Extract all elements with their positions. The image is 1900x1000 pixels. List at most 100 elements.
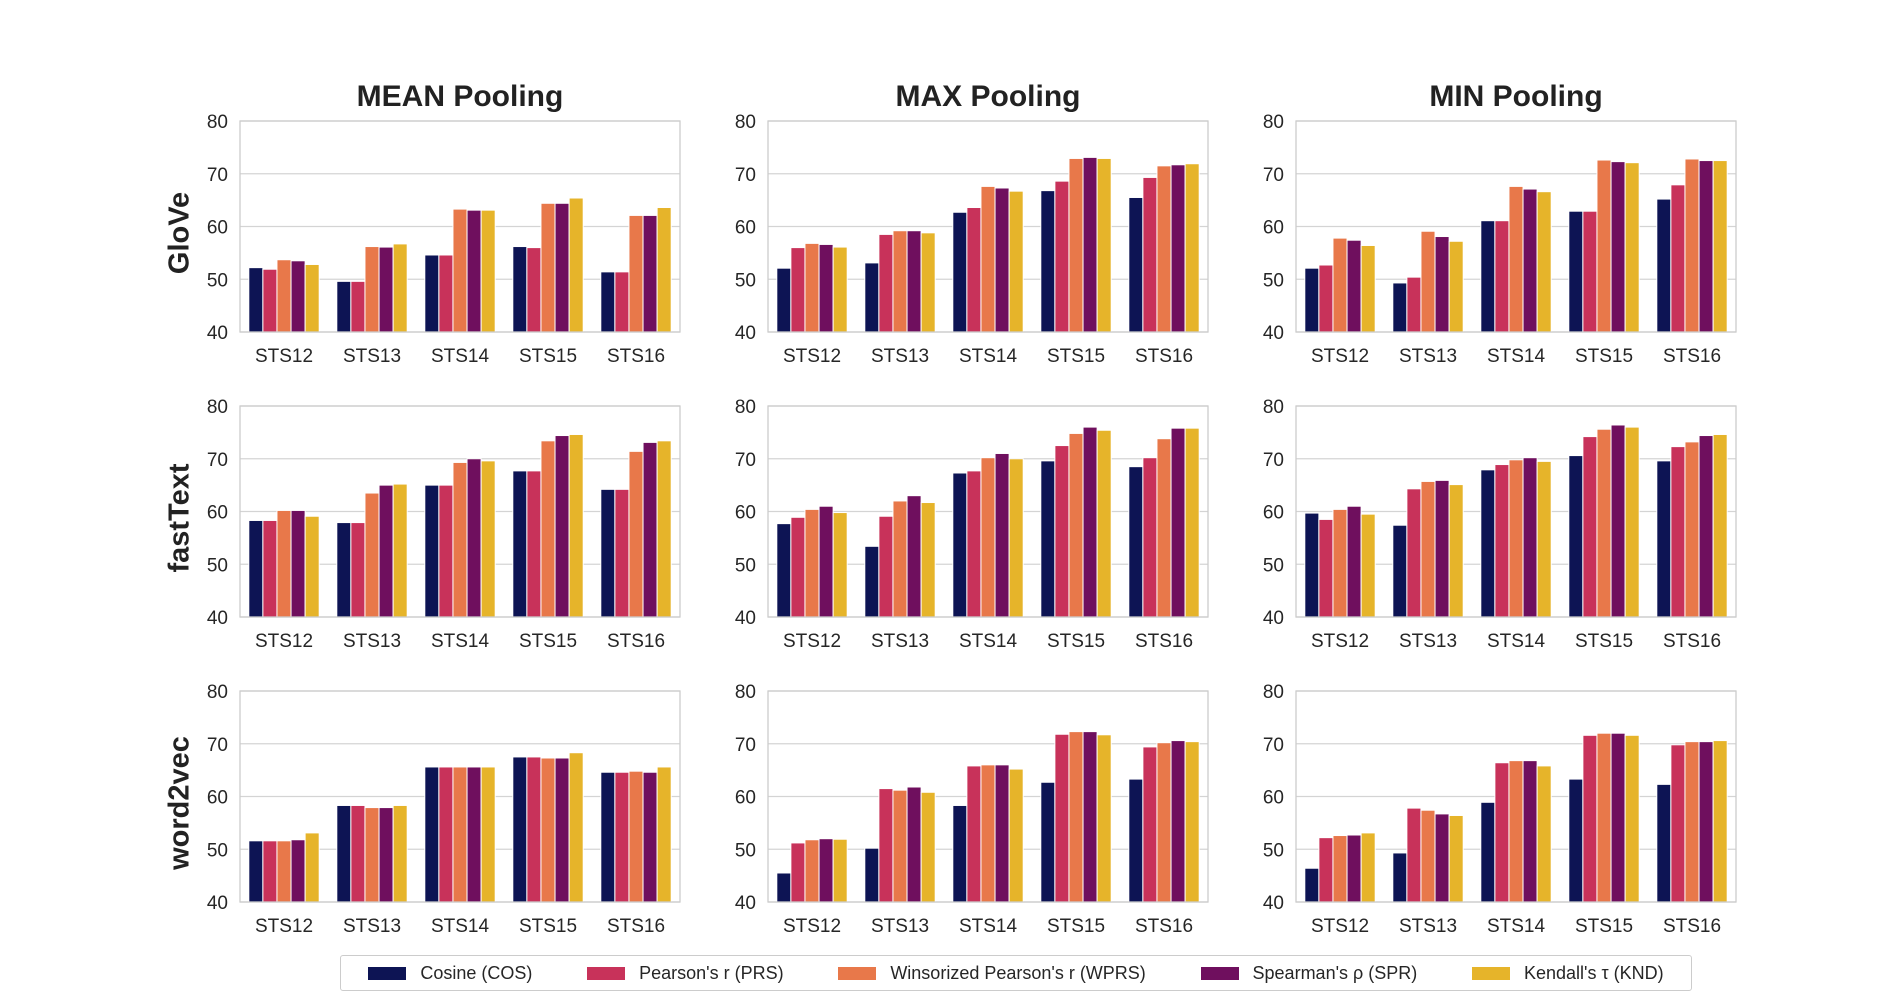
bar-spr-sts16 — [1170, 164, 1186, 333]
bar-cos-sts13 — [336, 804, 352, 903]
axes-frame — [1295, 405, 1737, 618]
legend-swatch-wprs — [838, 966, 877, 980]
bar-spr-sts15 — [554, 202, 570, 333]
bar-prs-sts15 — [1582, 210, 1598, 333]
bar-prs-sts16 — [1670, 744, 1686, 903]
y-tick-label: 80 — [735, 397, 756, 418]
bar-cos-sts12 — [248, 519, 264, 618]
bar-knd-sts13 — [1448, 484, 1464, 618]
bar-spr-sts12 — [818, 243, 834, 333]
y-tick-label: 50 — [207, 270, 228, 291]
y-tick-label: 60 — [207, 218, 228, 239]
bar-knd-sts16 — [1184, 163, 1200, 333]
bar-knd-sts14 — [1536, 191, 1552, 333]
bar-cos-sts15 — [1568, 210, 1584, 333]
bar-wprs-sts13 — [1420, 809, 1436, 903]
bar-cos-sts15 — [512, 756, 528, 903]
bar-cos-sts16 — [600, 488, 616, 618]
y-tick-label: 40 — [735, 323, 756, 344]
x-tick-label: STS12 — [255, 631, 313, 652]
bar-prs-sts16 — [1142, 176, 1158, 333]
legend-label-knd: Kendall's τ (KND) — [1523, 962, 1664, 983]
bar-spr-sts13 — [906, 786, 922, 903]
y-tick-label: 70 — [735, 165, 756, 186]
bar-spr-sts13 — [906, 495, 922, 618]
bar-knd-sts15 — [1096, 734, 1112, 903]
bar-prs-sts12 — [262, 519, 278, 618]
bar-wprs-sts13 — [892, 230, 908, 333]
bar-wprs-sts16 — [1684, 741, 1700, 903]
bar-wprs-sts16 — [1156, 165, 1172, 333]
axes-frame — [1295, 690, 1737, 903]
bar-wprs-sts16 — [628, 770, 644, 903]
bar-wprs-sts16 — [628, 450, 644, 618]
x-tick-label: STS13 — [343, 916, 401, 937]
axes-frame — [239, 690, 681, 903]
bar-wprs-sts16 — [1684, 441, 1700, 618]
bar-wprs-sts14 — [452, 461, 468, 618]
legend-item-spr: Spearman's ρ (SPR) — [1200, 962, 1418, 984]
y-tick-label: 80 — [1263, 112, 1284, 133]
legend-label-spr: Spearman's ρ (SPR) — [1252, 962, 1418, 983]
y-tick-label: 40 — [1263, 608, 1284, 629]
bar-knd-sts13 — [920, 232, 936, 333]
bar-spr-sts13 — [906, 230, 922, 333]
y-tick-label: 60 — [735, 788, 756, 809]
bar-prs-sts14 — [438, 254, 454, 333]
bar-prs-sts12 — [1318, 518, 1334, 618]
bar-prs-sts15 — [526, 470, 542, 618]
bar-prs-sts13 — [350, 804, 366, 903]
bar-prs-sts14 — [1494, 220, 1510, 333]
bar-spr-sts12 — [290, 839, 306, 903]
bar-cos-sts13 — [1392, 524, 1408, 618]
x-tick-label: STS15 — [1575, 916, 1633, 937]
bar-knd-sts12 — [832, 246, 848, 333]
bar-cos-sts14 — [424, 254, 440, 333]
y-tick-label: 40 — [207, 323, 228, 344]
legend-label-prs: Pearson's r (PRS) — [639, 962, 784, 983]
bar-cos-sts16 — [1656, 460, 1672, 618]
bar-cos-sts15 — [1568, 778, 1584, 903]
bar-wprs-sts15 — [1068, 157, 1084, 333]
x-tick-label: STS14 — [959, 631, 1018, 652]
bar-wprs-sts13 — [1420, 230, 1436, 333]
x-tick-label: STS12 — [1311, 631, 1369, 652]
bar-knd-sts15 — [1624, 426, 1640, 618]
bar-knd-sts14 — [1536, 460, 1552, 618]
bar-wprs-sts15 — [1596, 428, 1612, 618]
bar-spr-sts14 — [466, 458, 482, 618]
bar-cos-sts16 — [1656, 198, 1672, 333]
x-tick-label: STS16 — [1135, 916, 1193, 937]
y-tick-label: 50 — [1263, 270, 1284, 291]
bar-cos-sts12 — [776, 267, 792, 333]
bar-cos-sts12 — [1304, 512, 1320, 618]
bar-prs-sts13 — [878, 233, 894, 333]
bar-knd-sts15 — [1096, 157, 1112, 333]
bar-prs-sts14 — [966, 207, 982, 333]
bar-wprs-sts12 — [276, 840, 292, 903]
x-tick-label: STS12 — [1311, 346, 1369, 367]
bar-prs-sts16 — [1670, 184, 1686, 333]
bar-prs-sts14 — [966, 765, 982, 903]
y-tick-label: 70 — [207, 165, 228, 186]
x-tick-label: STS13 — [1399, 346, 1457, 367]
column-title-mean: MEAN Pooling — [356, 80, 564, 113]
y-tick-label: 50 — [207, 840, 228, 861]
bar-wprs-sts16 — [1156, 438, 1172, 618]
bar-prs-sts13 — [1406, 488, 1422, 618]
column-title-max: MAX Pooling — [895, 80, 1081, 113]
x-tick-label: STS14 — [959, 346, 1018, 367]
bar-spr-sts14 — [466, 209, 482, 333]
bar-knd-sts12 — [304, 515, 320, 618]
bar-spr-sts15 — [1610, 161, 1626, 333]
bar-spr-sts15 — [1610, 424, 1626, 618]
bar-prs-sts15 — [1054, 180, 1070, 333]
bar-wprs-sts16 — [628, 214, 644, 333]
bar-prs-sts12 — [262, 840, 278, 903]
bar-cos-sts16 — [1656, 783, 1672, 903]
bar-knd-sts14 — [1536, 765, 1552, 903]
y-tick-label: 80 — [1263, 682, 1284, 703]
bar-knd-sts13 — [1448, 240, 1464, 333]
